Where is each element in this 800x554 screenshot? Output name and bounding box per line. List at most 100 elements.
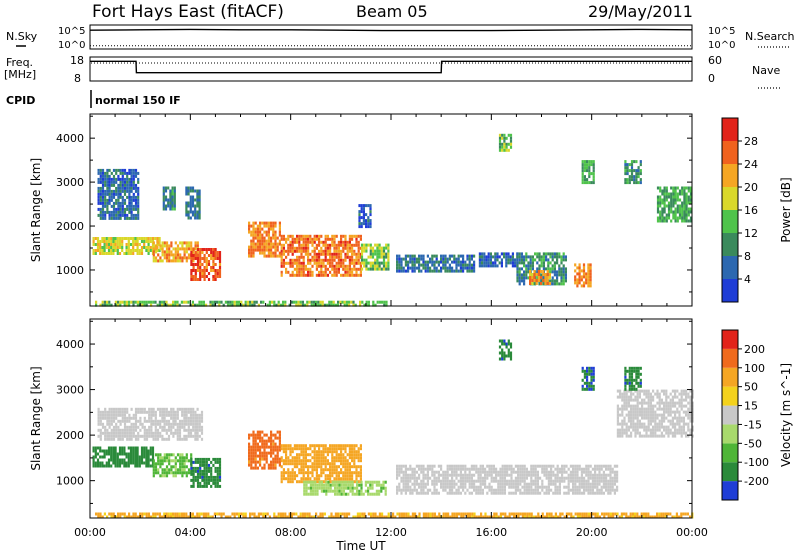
data-cell [128,177,131,181]
data-cell [280,456,283,460]
data-cell [252,466,255,470]
data-cell [104,198,107,202]
data-cell [99,464,102,468]
data-cell [326,468,329,472]
data-cell [400,479,403,483]
data-cell [95,300,98,304]
data-cell [119,413,122,417]
freq-panel-frame [89,56,693,82]
data-cell [298,462,301,466]
data-cell [587,476,590,480]
data-cell [218,263,222,266]
data-cell [207,478,211,482]
data-cell [270,248,273,252]
data-cell [357,273,360,277]
data-cell [196,216,199,220]
data-cell [402,266,405,270]
data-cell [446,482,449,486]
data-cell [442,254,445,258]
data-cell [505,255,508,259]
data-cell [481,488,484,492]
data-cell [525,491,528,495]
data-cell [418,269,421,273]
data-cell [132,413,135,417]
data-cell [621,422,624,426]
data-cell [462,254,465,258]
data-cell [574,464,577,468]
data-cell [446,269,449,273]
data-cell [647,407,650,411]
data-cell [125,464,128,468]
data-cell [520,252,523,256]
data-cell [523,467,526,471]
data-cell [678,207,682,211]
data-cell [346,255,349,259]
data-cell [94,449,97,453]
data-cell [181,425,184,429]
data-cell [674,210,677,214]
data-cell [338,492,341,496]
data-cell [320,474,323,478]
data-cell [492,261,495,265]
data-cell [385,261,388,265]
data-cell [478,258,481,262]
data-cell [192,266,195,269]
data-cell [101,213,105,217]
data-cell [587,470,590,474]
data-cell [168,256,171,260]
data-cell [634,389,637,393]
data-cell [539,464,542,468]
data-cell [266,303,269,307]
data-cell [125,246,128,249]
data-cell [106,189,109,193]
data-cell [588,160,591,164]
data-cell [190,275,193,278]
data-cell [210,460,213,464]
data-cell [355,255,358,259]
data-cell [322,471,325,475]
data-cell [167,422,171,426]
data-cell [630,404,633,408]
data-cell [103,243,106,246]
data-cell [475,485,478,489]
data-cell [344,471,347,475]
data-cell [396,485,399,489]
data-cell [351,471,354,475]
data-cell [289,234,292,238]
data-cell [558,467,561,471]
data-cell [562,270,565,274]
data-cell [183,407,186,411]
data-cell [276,236,279,240]
data-cell [503,133,506,137]
data-cell [129,237,133,240]
data-cell [104,177,107,181]
data-cell [168,253,171,257]
data-cell [194,469,197,473]
data-cell [207,475,211,479]
data-cell [178,431,182,435]
data-cell [300,234,303,238]
data-cell [265,233,268,237]
data-cell [582,275,586,279]
data-cell [265,230,268,234]
data-cell [685,186,688,190]
data-cell [374,258,377,262]
data-cell [293,462,296,466]
data-cell [112,243,115,246]
data-cell [334,492,337,496]
data-cell [101,210,105,214]
data-cell [328,303,331,307]
data-cell [291,261,294,265]
data-cell [529,270,532,273]
data-cell [312,486,315,490]
data-cell [167,413,171,417]
data-cell [357,234,360,238]
data-cell [594,482,597,486]
data-cell [101,303,104,307]
data-cell [212,257,215,260]
data-cell [355,465,358,469]
data-cell [119,186,122,190]
y-axis-label: Slant Range [km] [29,158,43,262]
data-cell [496,255,499,259]
data-cell [181,422,184,426]
